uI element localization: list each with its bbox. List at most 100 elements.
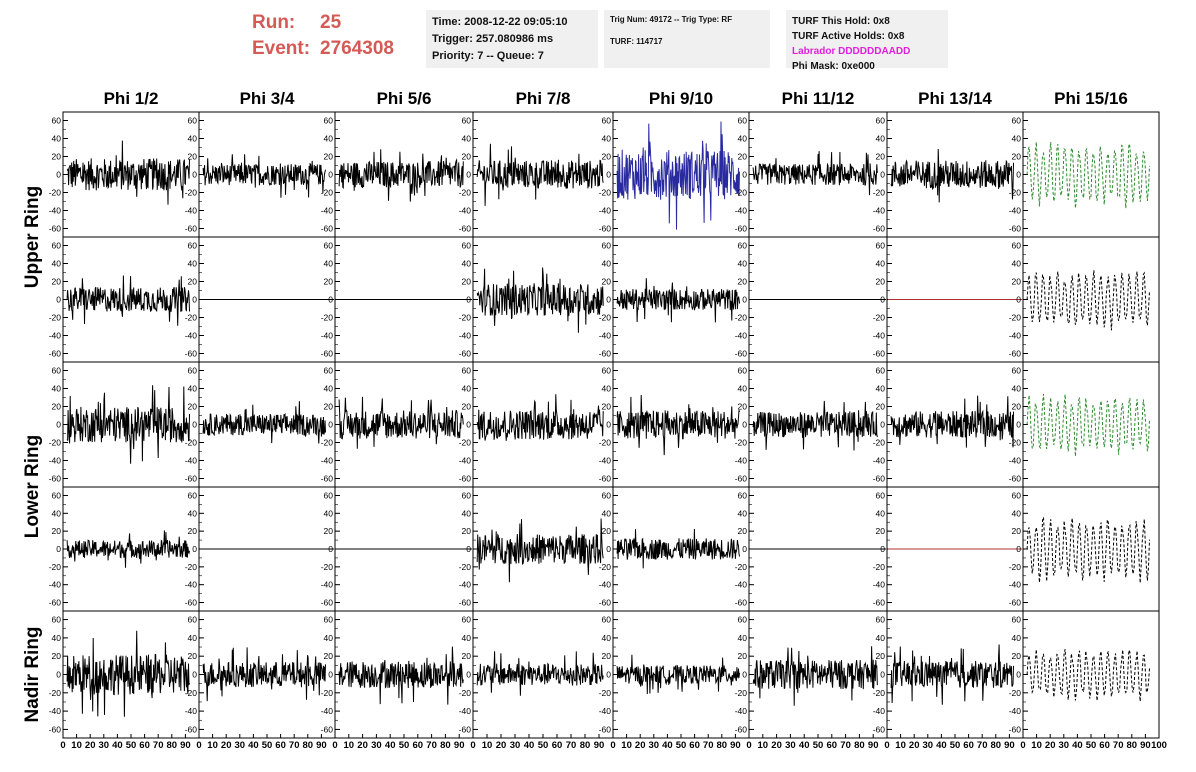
y-tick-label: -20	[459, 562, 472, 572]
y-tick-label: -20	[1009, 562, 1022, 572]
y-tick-label: 0	[328, 420, 333, 430]
y-tick-label: 0	[606, 544, 611, 554]
y-tick-label: -20	[873, 313, 886, 323]
y-tick-label: 40	[52, 134, 62, 144]
x-tick-label: 60	[963, 740, 974, 751]
x-tick-label: 50	[538, 740, 549, 751]
y-tick-label: -60	[459, 349, 472, 359]
x-tick-label: 30	[923, 740, 934, 751]
waveform-line	[477, 268, 603, 333]
y-tick-label: 20	[602, 152, 612, 162]
x-tick-label: 90	[316, 740, 327, 751]
y-tick-label: 40	[324, 384, 334, 394]
y-tick-label: 20	[1012, 526, 1022, 536]
y-tick-label: 40	[738, 633, 748, 643]
y-tick-label: 0	[742, 420, 747, 430]
y-tick-label: -60	[873, 474, 886, 484]
y-tick-label: -20	[735, 438, 748, 448]
y-tick-label: 20	[876, 651, 886, 661]
x-tick-label: 0	[60, 740, 65, 751]
y-tick-label: 60	[462, 615, 472, 625]
x-tick-label: 40	[248, 740, 259, 751]
y-tick-label: 0	[466, 420, 471, 430]
y-tick-label: -60	[321, 349, 334, 359]
y-tick-label: 20	[52, 402, 62, 412]
x-tick-label: 90	[868, 740, 879, 751]
y-tick-label: -40	[873, 206, 886, 216]
y-tick-label: 60	[462, 366, 472, 376]
y-tick-label: 20	[1012, 402, 1022, 412]
x-tick-label: 10	[344, 740, 355, 751]
y-tick-label: -60	[1009, 598, 1022, 608]
x-tick-label: 40	[662, 740, 673, 751]
x-tick-label: 40	[385, 740, 396, 751]
y-tick-label: -20	[599, 188, 612, 198]
y-tick-label: 0	[56, 170, 61, 180]
y-tick-label: -40	[321, 331, 334, 341]
y-tick-label: -60	[599, 724, 612, 734]
x-tick-label: 30	[371, 740, 382, 751]
x-tick-label: 80	[991, 740, 1002, 751]
y-tick-label: -40	[873, 331, 886, 341]
y-tick-label: 60	[188, 241, 198, 251]
x-tick-label: 0	[196, 740, 201, 751]
y-tick-label: 0	[328, 295, 333, 305]
waveform-line	[753, 151, 877, 195]
ring-label: Nadir Ring	[22, 626, 43, 722]
y-tick-label: 20	[876, 402, 886, 412]
y-tick-label: 40	[876, 384, 886, 394]
y-tick-label: -20	[185, 438, 198, 448]
column-header: Phi 3/4	[240, 89, 295, 108]
x-tick-label: 0	[1020, 740, 1025, 751]
y-tick-label: -40	[1009, 456, 1022, 466]
y-tick-label: 0	[742, 295, 747, 305]
x-tick-label: 90	[594, 740, 605, 751]
y-tick-label: 60	[52, 490, 62, 500]
x-tick-label: 70	[1113, 740, 1124, 751]
y-tick-label: 60	[188, 366, 198, 376]
x-tick-label: 70	[289, 740, 300, 751]
y-tick-label: 60	[1012, 615, 1022, 625]
y-tick-label: -60	[599, 224, 612, 234]
y-tick-label: 60	[1012, 490, 1022, 500]
y-tick-label: 40	[876, 508, 886, 518]
y-tick-label: -60	[599, 474, 612, 484]
y-tick-label: 40	[1012, 259, 1022, 269]
y-tick-label: -60	[599, 349, 612, 359]
y-tick-label: -60	[735, 349, 748, 359]
y-tick-label: -20	[49, 313, 62, 323]
y-tick-label: 20	[876, 526, 886, 536]
x-tick-label: 40	[524, 740, 535, 751]
x-tick-label: 70	[977, 740, 988, 751]
x-tick-label: 60	[1099, 740, 1110, 751]
x-tick-label: 0	[746, 740, 751, 751]
x-tick-label: 40	[1072, 740, 1083, 751]
y-tick-label: -20	[49, 688, 62, 698]
y-tick-label: 0	[1016, 544, 1021, 554]
y-tick-label: -40	[459, 706, 472, 716]
x-tick-label: 0	[332, 740, 337, 751]
waveform-line	[203, 647, 325, 701]
y-tick-label: 20	[462, 277, 472, 287]
y-tick-label: -40	[873, 456, 886, 466]
waveform-line	[1027, 517, 1149, 583]
x-tick-label: 70	[153, 740, 164, 751]
y-tick-label: 60	[602, 241, 612, 251]
y-tick-label: -40	[185, 706, 198, 716]
y-tick-label: 20	[462, 526, 472, 536]
y-tick-label: 40	[462, 633, 472, 643]
y-tick-label: 0	[466, 295, 471, 305]
y-tick-label: 0	[880, 170, 885, 180]
y-tick-label: -40	[185, 331, 198, 341]
y-tick-label: -20	[459, 188, 472, 198]
column-header: Phi 9/10	[649, 89, 713, 108]
waveform-line	[339, 397, 463, 449]
y-tick-label: 60	[738, 490, 748, 500]
y-tick-label: -60	[49, 224, 62, 234]
waveform-line	[477, 651, 603, 696]
y-tick-label: -40	[459, 580, 472, 590]
y-tick-label: 60	[876, 241, 886, 251]
y-tick-label: -20	[321, 438, 334, 448]
y-tick-label: -40	[1009, 706, 1022, 716]
